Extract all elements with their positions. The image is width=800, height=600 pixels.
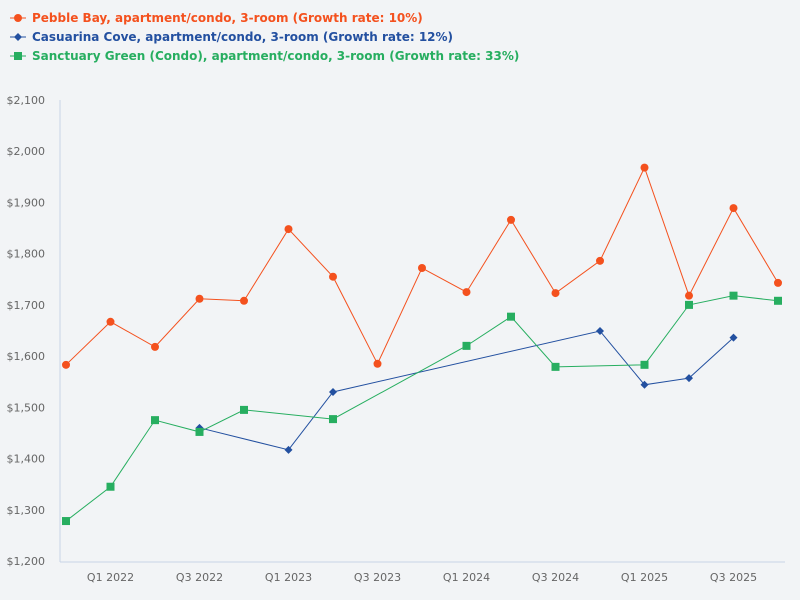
circle-marker-icon bbox=[10, 13, 26, 22]
y-tick-label: $1,200 bbox=[7, 555, 46, 568]
data-point[interactable] bbox=[507, 215, 515, 224]
data-point[interactable] bbox=[640, 380, 649, 389]
data-point[interactable] bbox=[195, 427, 204, 436]
data-point[interactable] bbox=[640, 163, 649, 172]
series-2 bbox=[62, 291, 782, 526]
square-marker-icon bbox=[10, 51, 26, 60]
y-tick-label: $2,000 bbox=[7, 145, 46, 158]
data-point[interactable] bbox=[329, 272, 337, 281]
legend-label: Casuarina Cove, apartment/condo, 3-room … bbox=[32, 29, 454, 44]
x-tick-label: Q3 2022 bbox=[176, 571, 223, 584]
data-point[interactable] bbox=[774, 278, 782, 287]
diamond-marker-icon bbox=[10, 32, 26, 41]
y-tick-label: $2,100 bbox=[7, 94, 46, 107]
data-point[interactable] bbox=[640, 360, 649, 369]
data-point[interactable] bbox=[151, 416, 159, 425]
y-tick-label: $1,500 bbox=[7, 401, 46, 414]
legend: Pebble Bay, apartment/condo, 3-room (Gro… bbox=[10, 8, 519, 65]
data-point[interactable] bbox=[240, 296, 248, 305]
data-point[interactable] bbox=[685, 374, 693, 383]
series-1 bbox=[195, 327, 738, 454]
legend-label: Sanctuary Green (Condo), apartment/condo… bbox=[32, 48, 520, 63]
data-point[interactable] bbox=[774, 296, 782, 305]
x-tick-label: Q1 2025 bbox=[621, 571, 668, 584]
data-point[interactable] bbox=[729, 291, 738, 300]
legend-item-casuarina-cove[interactable]: Casuarina Cove, apartment/condo, 3-room … bbox=[10, 27, 519, 46]
data-point[interactable] bbox=[462, 288, 471, 297]
data-point[interactable] bbox=[551, 362, 560, 371]
x-tick-label: Q1 2023 bbox=[265, 571, 312, 584]
y-tick-label: $1,900 bbox=[7, 196, 46, 209]
data-point[interactable] bbox=[62, 360, 70, 369]
series-0 bbox=[62, 163, 782, 369]
data-point[interactable] bbox=[62, 517, 70, 526]
data-point[interactable] bbox=[418, 264, 426, 273]
legend-item-sanctuary-green[interactable]: Sanctuary Green (Condo), apartment/condo… bbox=[10, 46, 519, 65]
series-line bbox=[65, 295, 779, 522]
data-point[interactable] bbox=[729, 204, 738, 213]
data-point[interactable] bbox=[685, 291, 693, 300]
data-point[interactable] bbox=[596, 256, 604, 265]
y-tick-label: $1,400 bbox=[7, 453, 46, 466]
data-point[interactable] bbox=[106, 317, 115, 326]
data-point[interactable] bbox=[551, 289, 560, 298]
data-point[interactable] bbox=[685, 300, 693, 309]
data-point[interactable] bbox=[373, 359, 382, 368]
data-point[interactable] bbox=[462, 341, 471, 350]
data-point[interactable] bbox=[151, 342, 159, 351]
data-point[interactable] bbox=[729, 333, 738, 342]
data-point[interactable] bbox=[195, 294, 204, 303]
legend-label: Pebble Bay, apartment/condo, 3-room (Gro… bbox=[32, 10, 423, 25]
x-tick-label: Q1 2022 bbox=[87, 571, 134, 584]
data-point[interactable] bbox=[240, 405, 248, 414]
y-tick-label: $1,600 bbox=[7, 350, 46, 363]
x-tick-label: Q1 2024 bbox=[443, 571, 490, 584]
data-point[interactable] bbox=[106, 482, 115, 491]
data-point[interactable] bbox=[284, 225, 293, 234]
data-point[interactable] bbox=[596, 327, 604, 336]
y-tick-label: $1,300 bbox=[7, 504, 46, 517]
y-tick-label: $1,800 bbox=[7, 248, 46, 261]
x-tick-label: Q3 2024 bbox=[532, 571, 579, 584]
y-tick-label: $1,700 bbox=[7, 299, 46, 312]
data-point[interactable] bbox=[507, 312, 515, 321]
data-point[interactable] bbox=[284, 445, 293, 454]
x-tick-label: Q3 2023 bbox=[354, 571, 401, 584]
data-point[interactable] bbox=[329, 415, 337, 424]
x-tick-label: Q3 2025 bbox=[710, 571, 757, 584]
data-point[interactable] bbox=[329, 387, 337, 396]
legend-item-pebble-bay[interactable]: Pebble Bay, apartment/condo, 3-room (Gro… bbox=[10, 8, 519, 27]
